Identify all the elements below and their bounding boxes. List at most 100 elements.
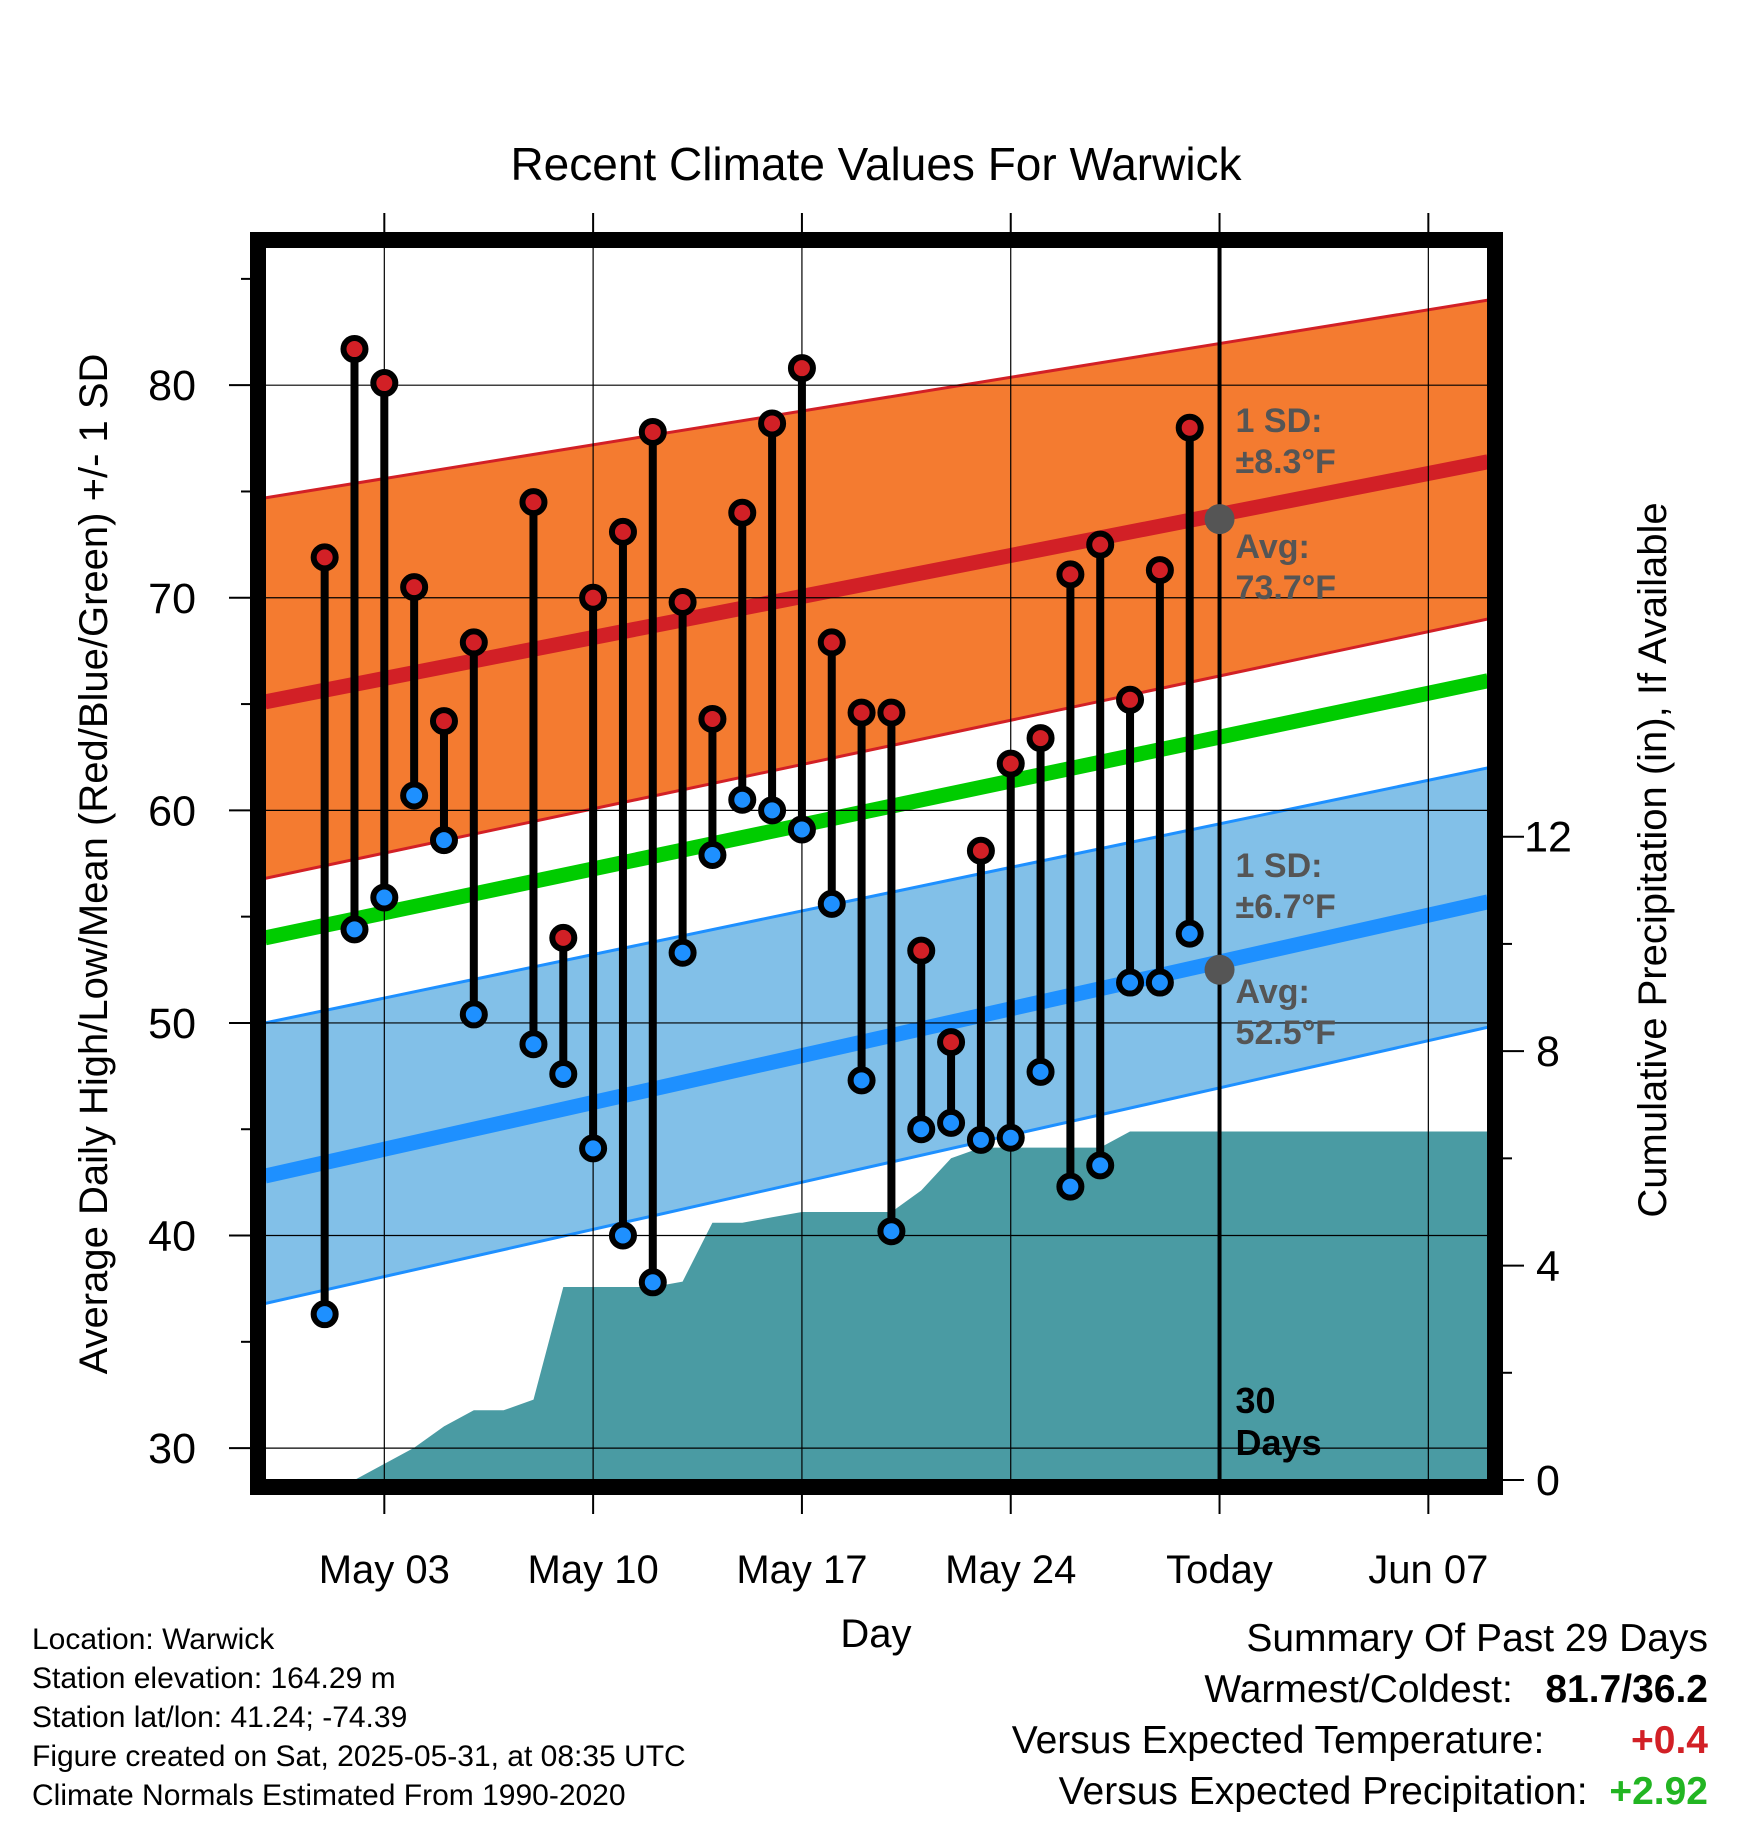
summary-precip-row: Versus Expected Precipitation: +2.92 xyxy=(1059,1770,1708,1814)
precip-area xyxy=(354,1131,1488,1480)
high-point xyxy=(937,1028,966,1057)
low-point xyxy=(459,1000,488,1029)
low-avg-annotation: 52.5°F xyxy=(1236,1014,1337,1052)
low-point xyxy=(1175,919,1204,948)
summary-temp-row: Versus Expected Temperature: +0.4 xyxy=(1012,1719,1708,1763)
warmest-label: Warmest/Coldest: xyxy=(1204,1668,1513,1711)
station-info: Location: Warwick Station elevation: 164… xyxy=(32,1620,686,1815)
low-point xyxy=(847,1066,876,1095)
high-point xyxy=(877,698,906,727)
low-point xyxy=(996,1123,1025,1152)
today-high-avg-marker xyxy=(1204,504,1235,535)
high-point xyxy=(966,836,995,865)
precip-value: +2.92 xyxy=(1609,1770,1708,1813)
location-text: Location: Warwick xyxy=(32,1623,275,1656)
y2-tick-label: 12 xyxy=(1524,814,1572,862)
low-point xyxy=(966,1125,995,1154)
high-point xyxy=(668,588,697,617)
x-tick-label: May 10 xyxy=(528,1548,659,1592)
x-tick-label: Today xyxy=(1166,1548,1273,1592)
high-point xyxy=(1175,413,1204,442)
high-point xyxy=(996,749,1025,778)
high-point xyxy=(728,498,757,527)
low-point xyxy=(787,815,816,844)
low-point xyxy=(907,1115,936,1144)
low-point xyxy=(638,1268,667,1297)
x-axis-label: Day xyxy=(840,1612,911,1656)
chart-title: Recent Climate Values For Warwick xyxy=(510,138,1242,190)
high-point xyxy=(1026,724,1055,753)
high-point xyxy=(340,335,369,364)
high-point xyxy=(549,923,578,952)
high-sd-band-upper-edge xyxy=(265,298,1488,500)
y-tick-label: 70 xyxy=(148,575,196,623)
high-point xyxy=(1086,530,1115,559)
high-point xyxy=(519,488,548,517)
warmest-value: 81.7/36.2 xyxy=(1545,1668,1708,1711)
summary-title: Summary Of Past 29 Days xyxy=(1246,1617,1708,1660)
low-point xyxy=(877,1217,906,1246)
temp-value: +0.4 xyxy=(1631,1719,1708,1762)
low-sd-annotation: 1 SD: xyxy=(1236,847,1323,885)
high-point xyxy=(400,573,429,602)
high-point xyxy=(370,369,399,398)
high-point xyxy=(429,707,458,736)
latlon-text: Station lat/lon: 41.24; -74.39 xyxy=(32,1701,408,1734)
low-sd-band-lower-edge xyxy=(265,1025,1488,1306)
low-point xyxy=(1026,1057,1055,1086)
y2-tick-label: 8 xyxy=(1536,1028,1560,1076)
x-tick-label: Jun 07 xyxy=(1368,1548,1488,1592)
low-point xyxy=(1145,968,1174,997)
high-point xyxy=(1056,560,1085,589)
days-annotation: Days xyxy=(1236,1422,1322,1463)
y-tick-label: 30 xyxy=(148,1425,196,1473)
plot-area xyxy=(265,247,1488,1480)
low-point xyxy=(340,915,369,944)
y-tick-label: 60 xyxy=(148,787,196,835)
low-point xyxy=(400,781,429,810)
low-point xyxy=(549,1059,578,1088)
high-point xyxy=(459,628,488,657)
low-point xyxy=(1056,1172,1085,1201)
summary-warmest-row: Warmest/Coldest: 81.7/36.2 xyxy=(1204,1668,1708,1712)
low-point xyxy=(579,1134,608,1163)
low-point xyxy=(1116,968,1145,997)
high-point xyxy=(579,583,608,612)
high-point xyxy=(698,704,727,733)
high-point xyxy=(847,698,876,727)
precip-label: Versus Expected Precipitation: xyxy=(1058,1770,1588,1813)
high-point xyxy=(817,628,846,657)
low-point xyxy=(519,1030,548,1059)
y-tick-label: 50 xyxy=(148,1000,196,1048)
low-point xyxy=(370,883,399,912)
low-point xyxy=(698,840,727,869)
y2-tick-label: 0 xyxy=(1536,1457,1560,1505)
high-avg-annotation: 73.7°F xyxy=(1236,569,1337,607)
low-point xyxy=(758,796,787,825)
y-axis-label: Average Daily High/Low/Mean (Red/Blue/Gr… xyxy=(72,354,116,1375)
normal-high-line xyxy=(265,454,1488,710)
high-point xyxy=(608,517,637,546)
high-point xyxy=(758,409,787,438)
low-point xyxy=(937,1108,966,1137)
high-point xyxy=(310,543,339,572)
low-point xyxy=(429,826,458,855)
normal-low-line xyxy=(265,894,1488,1184)
y-tick-label: 80 xyxy=(148,362,196,410)
low-avg-annotation: Avg: xyxy=(1236,973,1310,1011)
x-tick-label: May 17 xyxy=(736,1548,867,1592)
high-point xyxy=(1145,556,1174,585)
high-sd-annotation: 1 SD: xyxy=(1236,402,1323,440)
normal-mean-line xyxy=(265,673,1488,946)
y2-axis-label: Cumulative Precipitation (in), If Availa… xyxy=(1631,502,1675,1217)
high-point xyxy=(638,417,667,446)
low-point xyxy=(817,889,846,918)
low-point xyxy=(310,1300,339,1329)
high-sd-band-lower-edge xyxy=(265,617,1488,880)
today-low-avg-marker xyxy=(1204,954,1235,985)
x-tick-label: May 03 xyxy=(319,1548,450,1592)
high-sd-annotation: ±8.3°F xyxy=(1236,443,1336,481)
low-point xyxy=(608,1221,637,1250)
high-point xyxy=(1116,685,1145,714)
